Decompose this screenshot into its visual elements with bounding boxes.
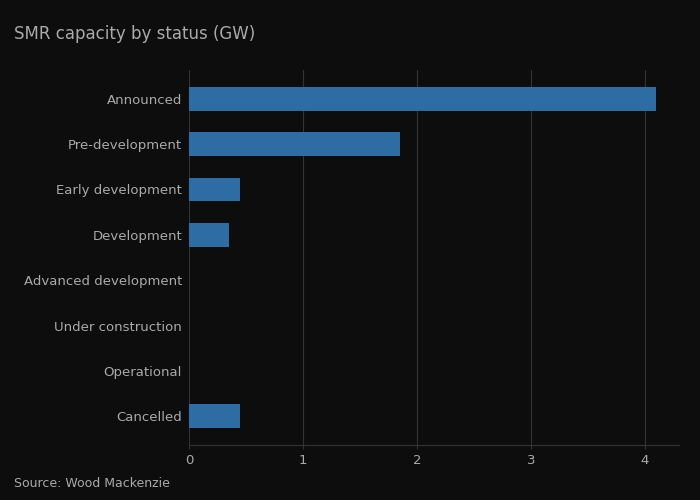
Bar	[189, 132, 400, 156]
Text: SMR capacity by status (GW): SMR capacity by status (GW)	[14, 25, 255, 43]
Bar	[189, 404, 240, 428]
Text: Source: Wood Mackenzie: Source: Wood Mackenzie	[14, 477, 170, 490]
Bar	[189, 178, 240, 202]
Bar	[189, 223, 229, 246]
Bar	[189, 87, 656, 110]
